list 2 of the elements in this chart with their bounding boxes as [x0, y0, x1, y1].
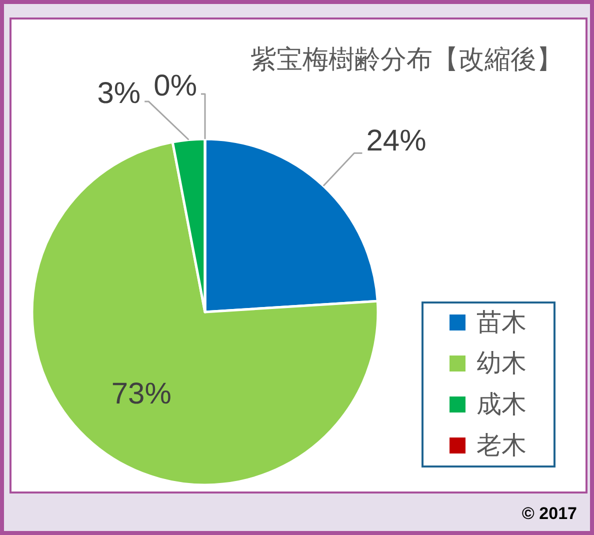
- annotation: © 2017: [522, 504, 577, 523]
- title: 紫宝梅樹齢分布【改縮後】: [250, 44, 562, 74]
